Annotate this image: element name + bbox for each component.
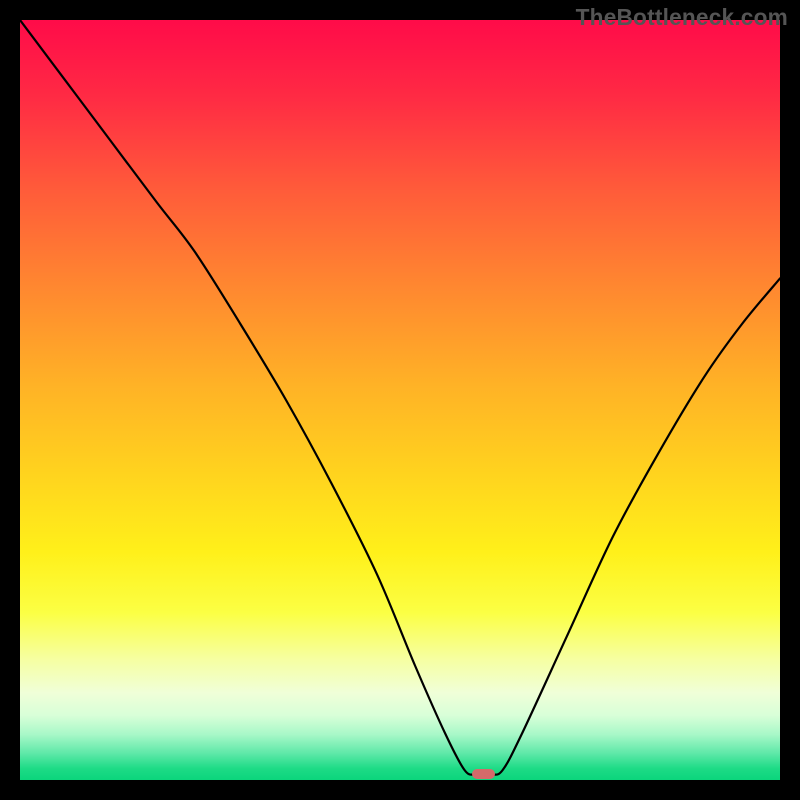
optimal-marker: [472, 769, 495, 780]
chart-frame: TheBottleneck.com: [0, 0, 800, 800]
plot-area: [20, 20, 780, 780]
bottleneck-curve: [20, 20, 780, 780]
watermark-text: TheBottleneck.com: [576, 4, 788, 31]
